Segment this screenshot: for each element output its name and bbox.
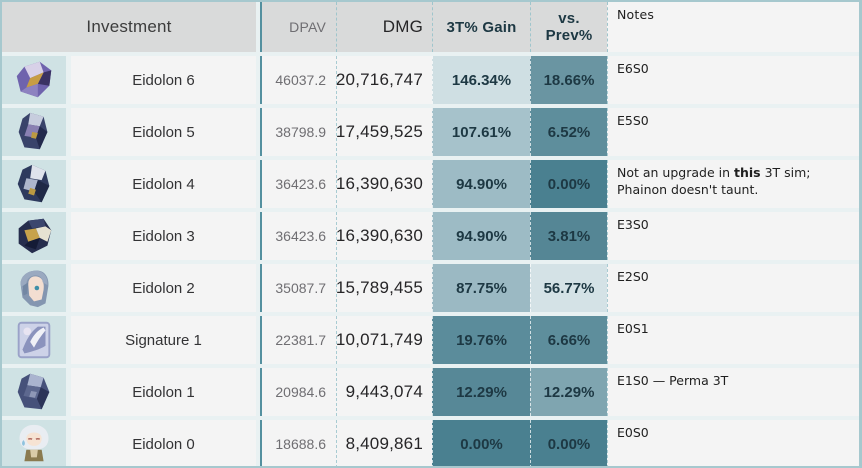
note-text: E3S0: [617, 217, 649, 232]
eidolon-4-gem-icon: [2, 160, 66, 208]
dpav-value: 35087.7: [260, 264, 336, 312]
eidolon-0-chibi-icon: [2, 420, 66, 466]
gain-percent-cell: 146.34%: [432, 56, 530, 104]
investment-name: Eidolon 4: [71, 160, 256, 208]
prev-percent-cell: 0.00%: [530, 420, 607, 466]
eidolon-6-gem-icon: [2, 56, 66, 104]
note-text: E1S0 — Perma 3T: [617, 373, 729, 388]
prev-percent-cell: 6.52%: [530, 108, 607, 156]
gain-percent-cell: 87.75%: [432, 264, 530, 312]
dmg-value: 15,789,455: [336, 264, 432, 312]
note-text: Not an upgrade in: [617, 165, 734, 180]
investment-name: Eidolon 5: [71, 108, 256, 156]
investment-name: Eidolon 2: [71, 264, 256, 312]
note-bold-text: this: [734, 165, 761, 180]
note-cell: E2S0: [607, 264, 859, 312]
dpav-value: 22381.7: [260, 316, 336, 364]
dpav-value: 20984.6: [260, 368, 336, 416]
gain-percent-cell: 94.90%: [432, 160, 530, 208]
investment-name: Eidolon 0: [71, 420, 256, 466]
investment-name: Eidolon 3: [71, 212, 256, 260]
investment-name: Signature 1: [71, 316, 256, 364]
dmg-value: 16,390,630: [336, 212, 432, 260]
eidolon-2-portrait-icon: [2, 264, 66, 312]
dpav-value: 36423.6: [260, 212, 336, 260]
eidolon-5-gem-icon: [2, 108, 66, 156]
header-investment: Investment: [2, 2, 256, 52]
eidolon-3-gem-icon: [2, 212, 66, 260]
dmg-value: 9,443,074: [336, 368, 432, 416]
note-text: E6S0: [617, 61, 649, 76]
header-dpav: DPAV: [260, 2, 336, 52]
note-text: E0S0: [617, 425, 649, 440]
dmg-value: 20,716,747: [336, 56, 432, 104]
gain-percent-cell: 0.00%: [432, 420, 530, 466]
prev-percent-cell: 0.00%: [530, 160, 607, 208]
signature-lightcone-icon: [2, 316, 66, 364]
note-cell: E0S0: [607, 420, 859, 466]
header-3t-gain: 3T% Gain: [432, 2, 530, 52]
header-vs-prev: vs. Prev%: [530, 2, 607, 52]
gain-percent-cell: 12.29%: [432, 368, 530, 416]
dpav-value: 36423.6: [260, 160, 336, 208]
note-cell: E5S0: [607, 108, 859, 156]
dpav-value: 18688.6: [260, 420, 336, 466]
gain-percent-cell: 94.90%: [432, 212, 530, 260]
note-text: E0S1: [617, 321, 649, 336]
note-cell: E3S0: [607, 212, 859, 260]
investment-name: Eidolon 1: [71, 368, 256, 416]
prev-percent-cell: 6.66%: [530, 316, 607, 364]
note-text: E5S0: [617, 113, 649, 128]
dmg-value: 16,390,630: [336, 160, 432, 208]
note-cell: Not an upgrade in this 3T sim; Phainon d…: [607, 160, 859, 208]
gain-percent-cell: 107.61%: [432, 108, 530, 156]
prev-percent-cell: 18.66%: [530, 56, 607, 104]
note-text-post: 3T sim; Phainon doesn't taunt.: [617, 165, 811, 197]
dmg-value: 10,071,749: [336, 316, 432, 364]
dpav-value: 46037.2: [260, 56, 336, 104]
dmg-value: 17,459,525: [336, 108, 432, 156]
note-cell: E0S1: [607, 316, 859, 364]
prev-percent-cell: 3.81%: [530, 212, 607, 260]
header-dmg: DMG: [336, 2, 432, 52]
header-3t-gain-bold: 3T: [446, 18, 465, 36]
note-text: E2S0: [617, 269, 649, 284]
header-notes: Notes: [607, 2, 859, 52]
gain-percent-cell: 19.76%: [432, 316, 530, 364]
eidolon-1-gem-icon: [2, 368, 66, 416]
dpav-value: 38798.9: [260, 108, 336, 156]
prev-percent-cell: 12.29%: [530, 368, 607, 416]
dmg-value: 8,409,861: [336, 420, 432, 466]
header-3t-gain-rest: % Gain: [464, 18, 517, 36]
investment-name: Eidolon 6: [71, 56, 256, 104]
note-cell: E6S0: [607, 56, 859, 104]
note-cell: E1S0 — Perma 3T: [607, 368, 859, 416]
prev-percent-cell: 56.77%: [530, 264, 607, 312]
